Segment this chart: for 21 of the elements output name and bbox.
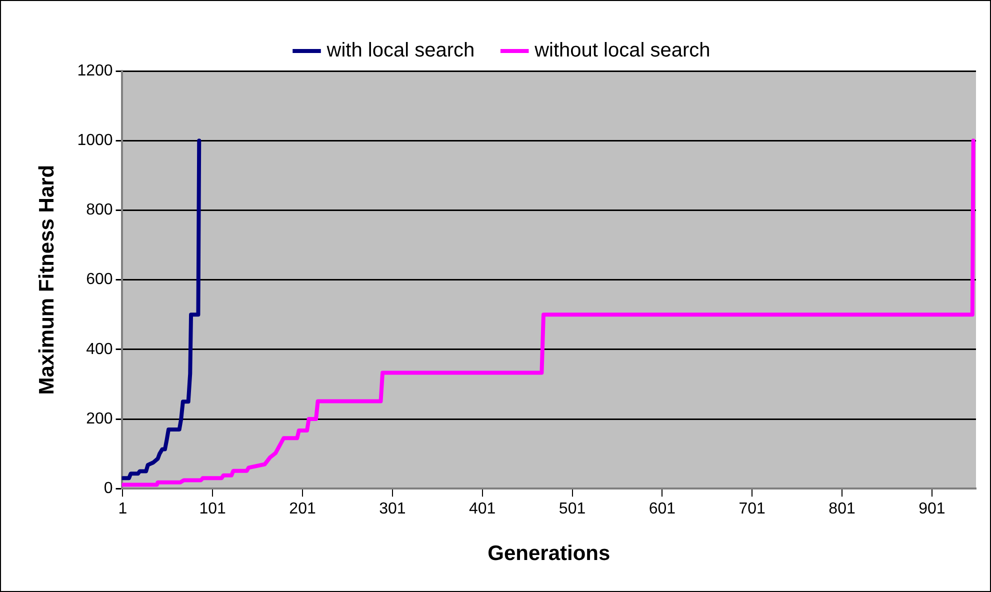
x-tick-label: 801 — [828, 500, 856, 518]
legend-label: with local search — [326, 40, 475, 62]
x-tick-label: 901 — [918, 500, 946, 518]
y-tick-label: 800 — [86, 202, 113, 219]
y-tick-label: 200 — [86, 410, 113, 428]
x-tick-label: 301 — [379, 500, 406, 518]
legend-label: without local search — [534, 40, 710, 62]
x-tick-label: 1 — [118, 500, 128, 518]
x-tick-label: 701 — [738, 500, 766, 518]
x-tick-label: 501 — [558, 500, 586, 518]
y-tick-label: 600 — [86, 271, 113, 288]
x-tick-label: 401 — [469, 500, 496, 518]
x-tick-label: 201 — [289, 500, 316, 518]
x-tick-label: 101 — [199, 500, 226, 518]
y-tick-label: 400 — [86, 340, 113, 358]
y-tick-label: 1200 — [77, 62, 113, 80]
y-tick-label: 1000 — [77, 132, 113, 150]
y-tick-label: 0 — [104, 480, 113, 498]
y-axis-title: Maximum Fitness Hard — [35, 164, 58, 395]
x-tick-label: 601 — [648, 500, 676, 518]
x-axis-title: Generations — [488, 542, 610, 566]
